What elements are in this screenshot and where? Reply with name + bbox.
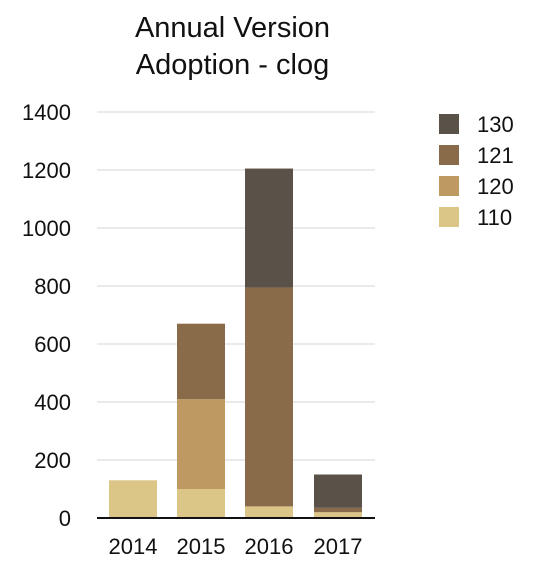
- y-tick-label-800: 800: [34, 274, 71, 299]
- x-tick-label-2014: 2014: [109, 534, 158, 559]
- x-tick-label-2016: 2016: [245, 534, 294, 559]
- y-tick-label-600: 600: [34, 332, 71, 357]
- bar-2017-series-130: [314, 474, 362, 508]
- bar-2015-series-110: [177, 489, 225, 518]
- y-tick-label-200: 200: [34, 448, 71, 473]
- bar-2016-series-121: [245, 287, 293, 507]
- legend-label-121: 121: [477, 143, 514, 168]
- legend-swatch-110: [439, 207, 459, 227]
- legend-swatch-121: [439, 145, 459, 165]
- bar-2016-series-110: [245, 506, 293, 518]
- legend-swatch-120: [439, 176, 459, 196]
- legend: 130 121 120 110: [439, 112, 514, 230]
- y-tick-label-0: 0: [59, 506, 71, 531]
- y-tick-label-1200: 1200: [22, 158, 71, 183]
- x-axis-tick-labels: 2014 2015 2016 2017: [109, 534, 363, 559]
- bar-2014-series-110: [109, 480, 157, 518]
- bar-2015-series-121: [177, 323, 225, 400]
- x-tick-label-2015: 2015: [177, 534, 226, 559]
- bar-2017-series-110: [314, 512, 362, 518]
- y-tick-label-400: 400: [34, 390, 71, 415]
- chart-title-line-2: Adoption - clog: [135, 49, 330, 81]
- legend-label-120: 120: [477, 174, 514, 199]
- y-axis-tick-labels: 0 200 400 600 800 1000 1200 1400: [22, 100, 71, 531]
- legend-label-110: 110: [477, 205, 512, 230]
- y-tick-label-1400: 1400: [22, 100, 71, 125]
- bar-2016-series-130: [245, 168, 293, 288]
- bars: [109, 168, 362, 518]
- x-tick-label-2017: 2017: [314, 534, 363, 559]
- bar-2015-series-120: [177, 399, 225, 489]
- bar-2017-series-121: [314, 507, 362, 513]
- legend-swatch-130: [439, 114, 459, 134]
- chart-title: Annual Version Adoption - clog: [60, 10, 405, 84]
- grid-lines: [97, 111, 375, 461]
- chart-title-line-1: Annual Version: [134, 12, 331, 44]
- y-tick-label-1000: 1000: [22, 216, 71, 241]
- legend-label-130: 130: [477, 112, 514, 137]
